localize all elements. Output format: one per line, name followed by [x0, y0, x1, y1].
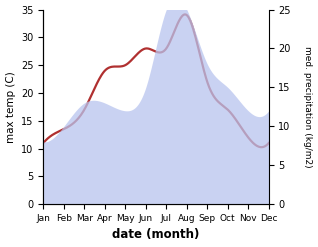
X-axis label: date (month): date (month) — [112, 228, 200, 242]
Y-axis label: med. precipitation (kg/m2): med. precipitation (kg/m2) — [303, 46, 313, 168]
Y-axis label: max temp (C): max temp (C) — [5, 71, 16, 143]
